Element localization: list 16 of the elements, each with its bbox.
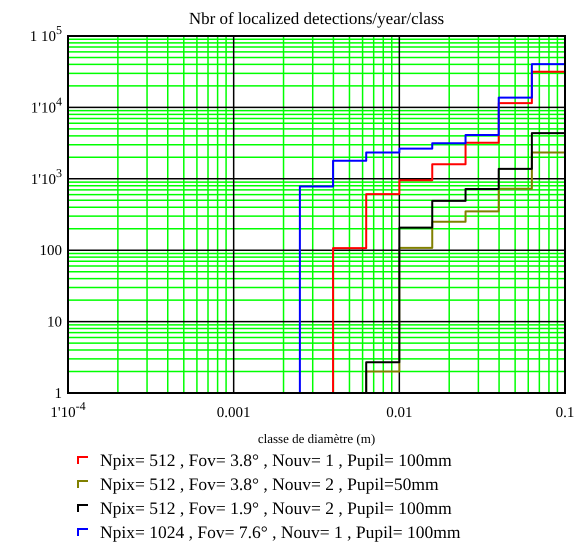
x-tick-label: 1'10$^{-4}$ <box>50 399 86 421</box>
x-tick-label: 0.1 <box>556 405 574 421</box>
y-tick-label: 1'10$^{3}$ <box>30 166 62 188</box>
x-axis-title: classe de diamètre (m) <box>258 431 376 446</box>
y-tick-label: 10 <box>47 314 62 331</box>
y-tick-label: 100 <box>40 243 62 260</box>
legend-label: Npix= 512 , Fov= 3.8° , Nouv= 2 , Pupil=50mm <box>100 474 440 494</box>
legend-label: Npix= 512 , Fov= 3.8° , Nouv= 1 , Pupil= 100mm <box>100 450 452 470</box>
y-tick-label: 1'10$^{4}$ <box>30 94 62 116</box>
x-tick-label: 0.01 <box>386 405 412 421</box>
y-tick-label: 1 10$^{5}$ <box>30 23 62 45</box>
legend-label: Npix= 512 , Fov= 1.9° , Nouv= 2 , Pupil= 100mm <box>100 498 452 518</box>
x-tick-label: 0.001 <box>216 405 251 421</box>
y-tick-label: 1 <box>54 386 62 402</box>
legend-label: Npix= 1024 , Fov= 7.6° , Nouv= 1 , Pupil= 100mm <box>100 522 461 542</box>
chart-title: Nbr of localized detections/year/class <box>188 9 444 28</box>
